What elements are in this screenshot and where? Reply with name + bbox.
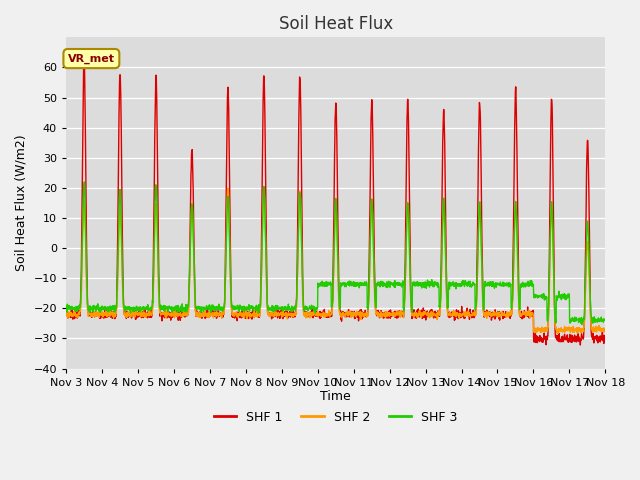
Legend: SHF 1, SHF 2, SHF 3: SHF 1, SHF 2, SHF 3: [209, 406, 463, 429]
Title: Soil Heat Flux: Soil Heat Flux: [278, 15, 393, 33]
Text: VR_met: VR_met: [68, 53, 115, 64]
Y-axis label: Soil Heat Flux (W/m2): Soil Heat Flux (W/m2): [15, 134, 28, 271]
X-axis label: Time: Time: [321, 390, 351, 403]
